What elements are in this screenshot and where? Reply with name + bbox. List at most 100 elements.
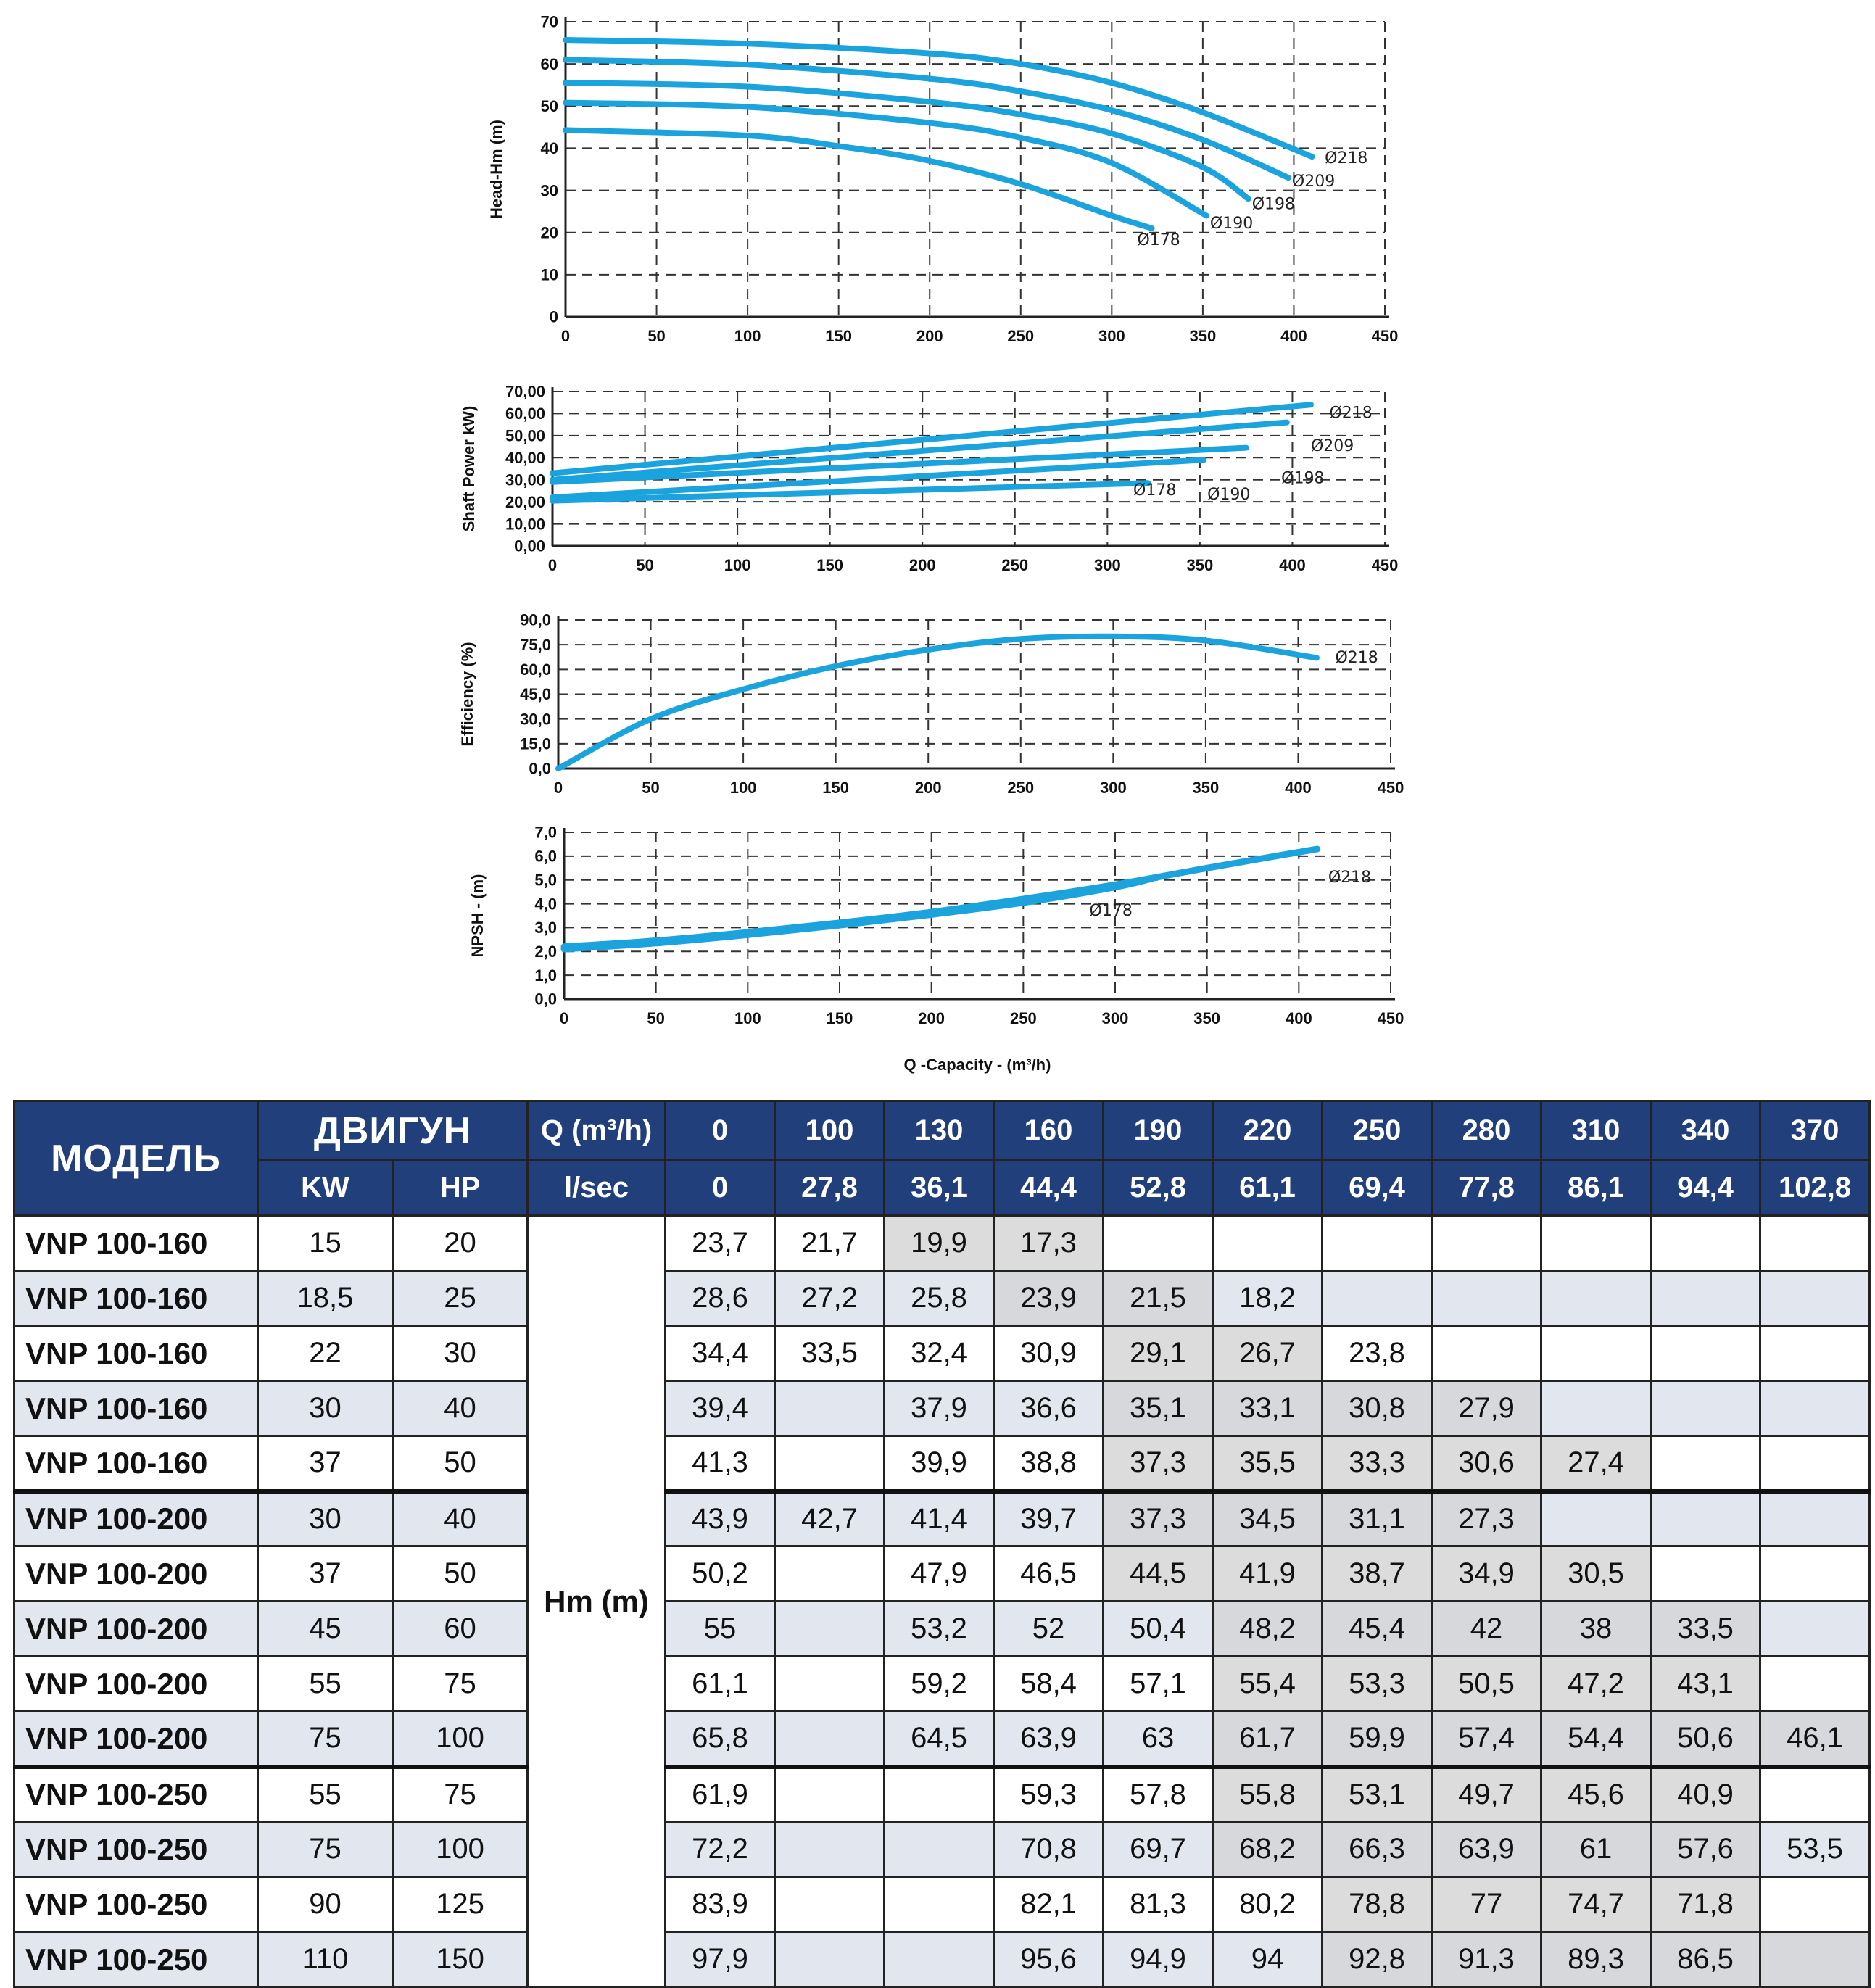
power-chart: 0,00 10,00 20,00 30,00 40,00 50,00 60,00 70,00 0… [0,366,1875,580]
head-value-cell: 47,2 [1540,1655,1652,1712]
head-value-cell: 59,9 [1321,1710,1433,1768]
kw-cell: 15 [257,1214,394,1272]
model-cell: VNP 100-160 [13,1435,259,1492]
series-line-Ø218 [560,845,1321,950]
head-value-cell: 17,3 [993,1214,1105,1272]
y-tick-label: 30,00 [505,471,545,489]
y-axis-title: Head-Hm (m) [487,120,505,219]
kw-cell: 45 [257,1600,394,1657]
x-tick-label: 350 [1187,556,1214,574]
hp-cell: 20 [391,1214,529,1272]
head-value-cell [774,1600,886,1657]
x-tick-label: 0 [554,779,563,797]
series-line-Ø178 [560,874,1159,953]
head-value-cell [1321,1270,1433,1327]
head-value-cell: 64,5 [883,1710,996,1768]
head-value-cell: 86,5 [1650,1931,1762,1988]
head-value-cell: 33,1 [1212,1380,1324,1437]
head-value-cell: 71,8 [1650,1876,1762,1933]
head-value-cell [774,1655,886,1712]
head-value-cell [1321,1214,1433,1272]
x-tick-label: 300 [1094,556,1121,574]
head-value-cell [1759,1600,1871,1657]
head-value-cell: 18,2 [1212,1270,1324,1327]
series-line-Ø198 [563,80,1251,202]
head-value-cell [1102,1214,1214,1272]
kw-cell: 55 [257,1655,394,1712]
series-label: Ø218 [1335,649,1378,667]
head-value-cell [1759,1214,1871,1272]
head-value-cell: 50,6 [1650,1710,1762,1768]
kw-cell: 22 [257,1325,394,1382]
head-value-cell [774,1876,886,1933]
header-q-value: 0 [664,1100,777,1161]
head-value-cell: 23,7 [664,1214,777,1272]
y-tick-label: 1,0 [534,966,557,985]
head-value-cell: 91,3 [1431,1931,1543,1988]
x-tick-label: 200 [918,1009,945,1027]
header-lsec-value: 77,8 [1431,1159,1543,1217]
series-label: Ø178 [1090,902,1133,920]
series-line-Ø198 [550,444,1249,485]
x-tick-label: 400 [1279,556,1306,574]
x-tick-label: 0 [560,1009,568,1027]
head-value-cell: 65,8 [664,1710,777,1768]
head-value-cell: 45,4 [1321,1600,1433,1657]
head-chart: 0 10 20 30 40 50 60 70 0 50 100 150 200 250 300 350 400 4… [0,0,1875,355]
x-tick-label: 450 [1372,556,1399,574]
head-value-cell [1759,1325,1871,1382]
head-value-cell: 78,8 [1321,1876,1433,1933]
head-value-cell [774,1764,886,1823]
head-value-cell: 29,1 [1102,1325,1214,1382]
table-row: VNP 100-250 75 100 72,2 70,8 69,7 68,2 66,3 63,9… [13,1821,1871,1878]
x-tick-label: 100 [734,327,761,345]
header-q-value: 280 [1431,1100,1543,1161]
head-value-cell: 36,6 [993,1380,1105,1437]
model-cell: VNP 100-250 [13,1821,259,1878]
y-tick-label: 30 [541,181,558,199]
header-lsec-value: 52,8 [1102,1159,1214,1217]
table-row: VNP 100-200 30 40 43,9 42,7 41,4 39,7 37,3 34,5 3… [13,1488,1871,1547]
head-value-cell: 30,8 [1321,1380,1433,1437]
kw-cell: 110 [257,1931,394,1988]
header-lsec-value: 94,4 [1650,1159,1762,1217]
head-value-cell [774,1380,886,1437]
head-value-cell [1650,1435,1762,1492]
head-value-cell: 80,2 [1212,1876,1324,1933]
y-tick-label: 10,00 [505,515,545,533]
series-label: Ø178 [1133,481,1176,500]
head-value-cell: 27,4 [1540,1435,1652,1492]
head-value-cell: 23,9 [993,1270,1105,1327]
head-value-cell: 97,9 [664,1931,777,1988]
model-cell: VNP 100-160 [13,1325,259,1382]
head-value-cell: 21,7 [774,1214,886,1272]
model-cell: VNP 100-160 [13,1214,259,1272]
head-value-cell [1431,1214,1543,1272]
hp-cell: 25 [391,1270,529,1327]
head-value-cell: 70,8 [993,1821,1105,1878]
table-row: VNP 100-200 45 60 55 53,2 52 50,4 48,2 45,4 42 38 3… [13,1600,1871,1657]
y-tick-label: 60,0 [520,660,551,679]
head-value-cell: 27,2 [774,1270,886,1327]
y-tick-label: 0,00 [514,537,545,555]
head-value-cell [774,1435,886,1492]
head-value-cell [1212,1214,1324,1272]
x-tick-label: 50 [647,327,665,345]
model-cell: VNP 100-200 [13,1655,259,1712]
y-axis-title: Efficiency (%) [458,642,476,746]
head-value-cell: 27,9 [1431,1380,1543,1437]
head-value-cell: 58,4 [993,1655,1105,1712]
y-tick-label: 0,0 [534,990,557,1009]
y-tick-label: 10 [541,266,558,284]
head-value-cell: 40,9 [1650,1764,1762,1823]
header-hp: HP [391,1159,529,1217]
head-value-cell [1759,1380,1871,1437]
head-value-cell: 53,3 [1321,1655,1433,1712]
header-lsec-value: 86,1 [1540,1159,1652,1217]
x-tick-label: 400 [1286,1009,1312,1027]
head-value-cell [1540,1214,1652,1272]
head-value-cell: 42 [1431,1600,1543,1657]
head-value-cell: 45,6 [1540,1764,1652,1823]
head-value-cell: 19,9 [883,1214,996,1272]
head-value-cell: 31,1 [1321,1488,1433,1547]
